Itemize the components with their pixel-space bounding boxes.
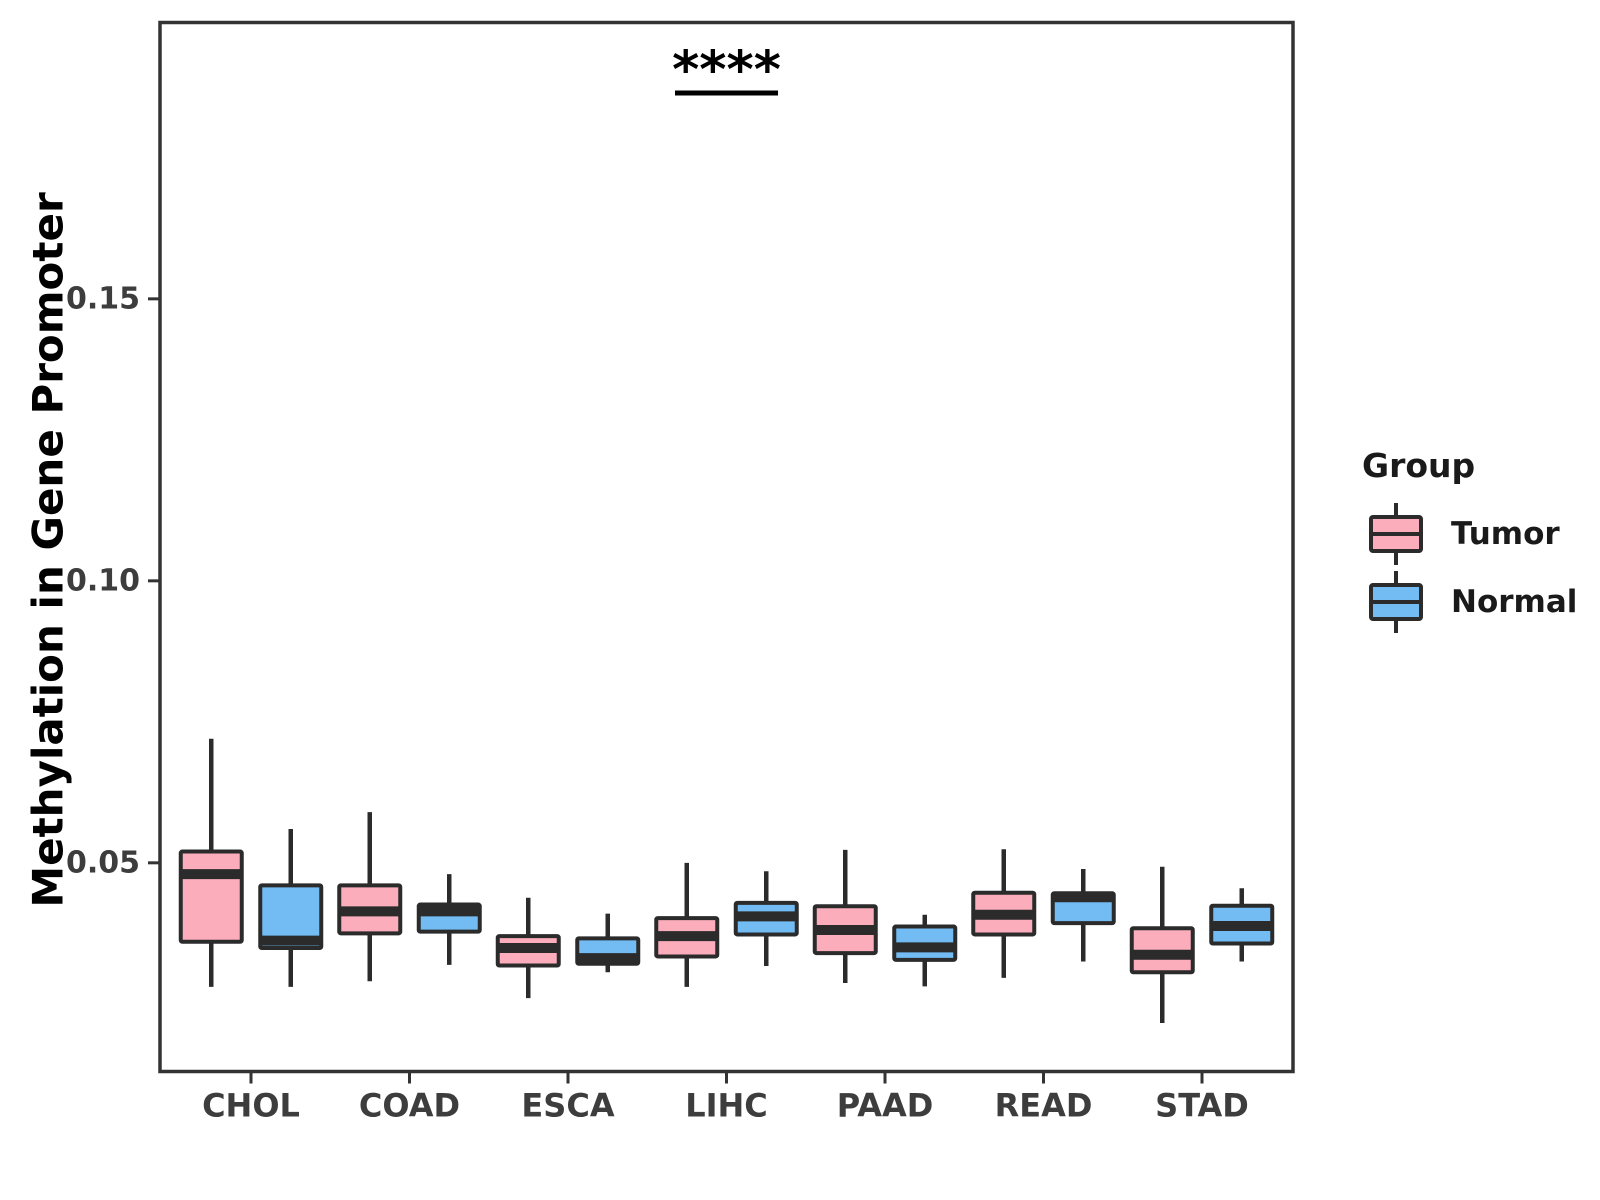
box-stad-tumor	[1129, 866, 1195, 1023]
box-read-normal	[1050, 869, 1116, 962]
box-esca-normal	[575, 913, 641, 973]
box-coad-tumor	[337, 812, 403, 982]
x-tick-label-esca: ESCA	[521, 1087, 614, 1125]
legend-title: Group	[1362, 446, 1476, 485]
x-tick-label-lihc: LIHC	[685, 1087, 768, 1125]
significance-stars: ****	[672, 40, 781, 100]
y-tick-label: 0.05	[66, 845, 140, 880]
y-tick-label: 0.15	[66, 281, 140, 316]
box-paad-normal	[892, 914, 958, 987]
box-coad-normal	[416, 874, 482, 965]
box-esca-tumor	[495, 897, 561, 999]
x-tick-label-paad: PAAD	[837, 1087, 934, 1125]
iqr-box	[178, 849, 244, 944]
box-paad-tumor	[812, 849, 878, 983]
x-tick-label-stad: STAD	[1155, 1087, 1249, 1125]
legend-item-tumor: Tumor	[1362, 501, 1577, 567]
box-lihc-tumor	[654, 862, 720, 987]
box-chol-tumor	[178, 738, 244, 987]
box-chol-normal	[258, 828, 324, 987]
legend-item-normal: Normal	[1362, 569, 1577, 635]
x-tick-label-chol: CHOL	[202, 1087, 300, 1125]
legend-label-tumor: Tumor	[1451, 516, 1560, 552]
box-stad-normal	[1209, 888, 1275, 962]
x-tick-label-read: READ	[995, 1087, 1093, 1125]
y-tick-label: 0.10	[66, 563, 140, 598]
normal-boxplot-icon	[1369, 571, 1423, 633]
panel-border	[158, 20, 1295, 1074]
box-lihc-normal	[733, 871, 799, 967]
iqr-box	[258, 883, 324, 950]
y-axis-title: Methylation in Gene Promoter	[24, 192, 73, 908]
legend: Group Tumor Normal	[1362, 446, 1577, 637]
legend-label-normal: Normal	[1451, 584, 1578, 620]
box-read-tumor	[971, 849, 1037, 978]
tumor-boxplot-icon	[1369, 503, 1423, 565]
x-tick-label-coad: COAD	[359, 1087, 460, 1125]
